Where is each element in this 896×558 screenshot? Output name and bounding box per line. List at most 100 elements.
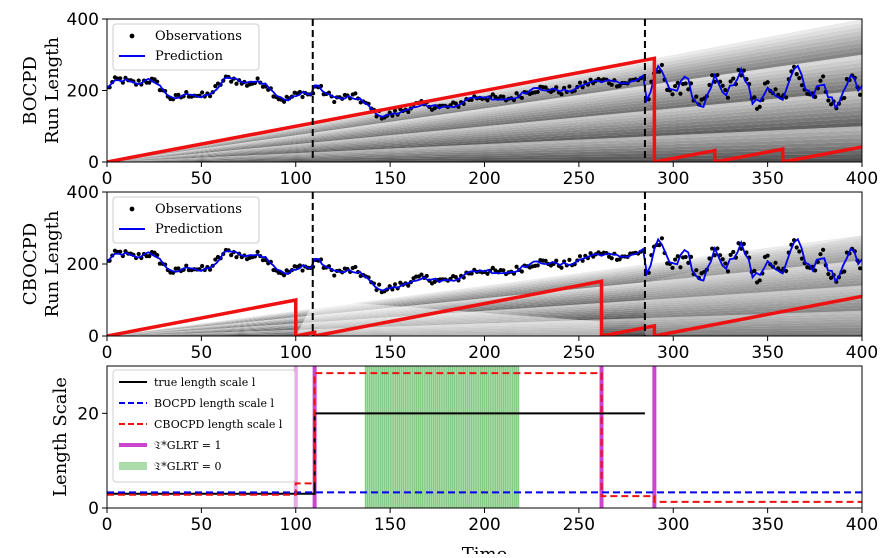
posterior-band xyxy=(107,102,862,162)
y-tick-label: 200 xyxy=(67,82,99,102)
x-tick-label: 200 xyxy=(468,169,500,189)
y-axis-label-line: Run Length xyxy=(42,210,63,317)
observation-point xyxy=(514,91,519,96)
observation-point xyxy=(535,89,540,95)
observation-point xyxy=(353,91,358,96)
legend-marker-observations xyxy=(129,206,135,212)
observation-point xyxy=(200,263,205,269)
x-tick-label: 250 xyxy=(563,343,595,363)
observation-point xyxy=(118,249,123,254)
observation-point xyxy=(725,269,731,274)
posterior-band xyxy=(107,299,862,336)
y-axis-label-line: CBOCPD xyxy=(20,223,41,305)
y-axis-label: CBOCPDRun Length xyxy=(20,210,63,317)
posterior-band xyxy=(107,327,862,336)
y-axis-label-line: Run Length xyxy=(42,37,63,144)
posterior-band xyxy=(107,285,862,336)
x-axis-label: Time xyxy=(462,544,507,554)
observation-point xyxy=(765,80,770,85)
y-tick-label: 400 xyxy=(67,10,99,30)
legend-box xyxy=(112,369,296,483)
x-tick-label: 350 xyxy=(751,343,783,363)
observation-point xyxy=(720,257,725,262)
observation-point xyxy=(683,254,688,260)
observation-point xyxy=(501,268,506,273)
observation-point xyxy=(234,81,239,86)
observation-point xyxy=(176,92,181,97)
observation-point xyxy=(490,265,495,270)
observation-point xyxy=(567,84,572,89)
observation-point xyxy=(794,72,799,77)
observation-point xyxy=(818,252,823,257)
x-tick-label: 300 xyxy=(657,343,689,363)
observation-point xyxy=(490,92,495,97)
x-tick-label: 100 xyxy=(280,515,312,535)
observation-point xyxy=(821,247,826,252)
observation-point xyxy=(609,82,614,87)
run-length-line xyxy=(107,56,862,162)
y-axis-label: Length Scale xyxy=(50,377,71,497)
observation-point xyxy=(543,85,548,90)
observation-point xyxy=(176,266,181,271)
legend-marker-observations xyxy=(129,33,135,39)
x-tick-label: 0 xyxy=(102,343,113,363)
x-tick-label: 350 xyxy=(751,515,783,535)
x-tick-label: 150 xyxy=(374,169,406,189)
x-tick-label: 250 xyxy=(563,169,595,189)
observation-point xyxy=(519,269,524,274)
observation-point xyxy=(757,104,762,109)
observation-point xyxy=(535,263,540,268)
posterior-band xyxy=(107,150,862,162)
observation-point xyxy=(842,269,847,274)
x-tick-label: 150 xyxy=(374,515,406,535)
legend-label: Observations xyxy=(155,202,242,217)
legend-label: Prediction xyxy=(155,49,224,64)
observation-point xyxy=(234,255,239,260)
observation-point xyxy=(826,271,831,277)
plot-frame xyxy=(106,365,863,509)
observation-point xyxy=(858,92,862,97)
x-tick-label: 200 xyxy=(468,515,500,535)
observation-point xyxy=(707,82,712,88)
observation-point xyxy=(184,263,189,268)
observation-point xyxy=(694,94,699,99)
observation-point xyxy=(731,76,736,81)
observation-point xyxy=(609,256,614,261)
series-line xyxy=(107,372,862,503)
legend-label: Prediction xyxy=(155,222,224,237)
observation-point xyxy=(673,83,678,89)
posterior-band xyxy=(107,257,862,336)
observation-point xyxy=(797,75,802,81)
observation-point xyxy=(728,79,733,84)
posterior-band xyxy=(107,118,862,162)
observation-point xyxy=(794,245,799,250)
observation-point xyxy=(514,264,519,269)
observation-point xyxy=(577,80,583,85)
observation-point xyxy=(757,278,762,283)
panel-2: 0 50 100 150 200 250 300 350 4000200400CBOCPDRun… xyxy=(20,183,878,363)
observation-point xyxy=(559,92,564,97)
observation-point xyxy=(799,83,805,88)
observation-point xyxy=(858,266,862,271)
observation-point xyxy=(559,265,564,270)
observation-point xyxy=(588,77,593,82)
observation-point xyxy=(485,98,490,103)
panel-1: 0 50 100 150 200 250 300 350 4000200400BOCPDRun … xyxy=(20,10,878,189)
observation-point xyxy=(752,95,757,100)
plot-frame xyxy=(106,191,863,337)
observation-point xyxy=(818,78,823,83)
x-tick-label: 350 xyxy=(751,169,783,189)
posterior-band xyxy=(107,38,862,162)
posterior-band xyxy=(107,249,862,336)
observation-point xyxy=(229,252,234,258)
y-tick-label: 0 xyxy=(88,499,99,519)
x-tick-label: 50 xyxy=(191,515,213,535)
observation-point xyxy=(300,94,305,100)
observation-point xyxy=(715,72,720,78)
observation-point xyxy=(731,249,736,255)
observation-point xyxy=(147,80,152,85)
observation-point xyxy=(519,95,524,101)
observation-point xyxy=(617,257,622,262)
observation-point xyxy=(710,73,715,78)
